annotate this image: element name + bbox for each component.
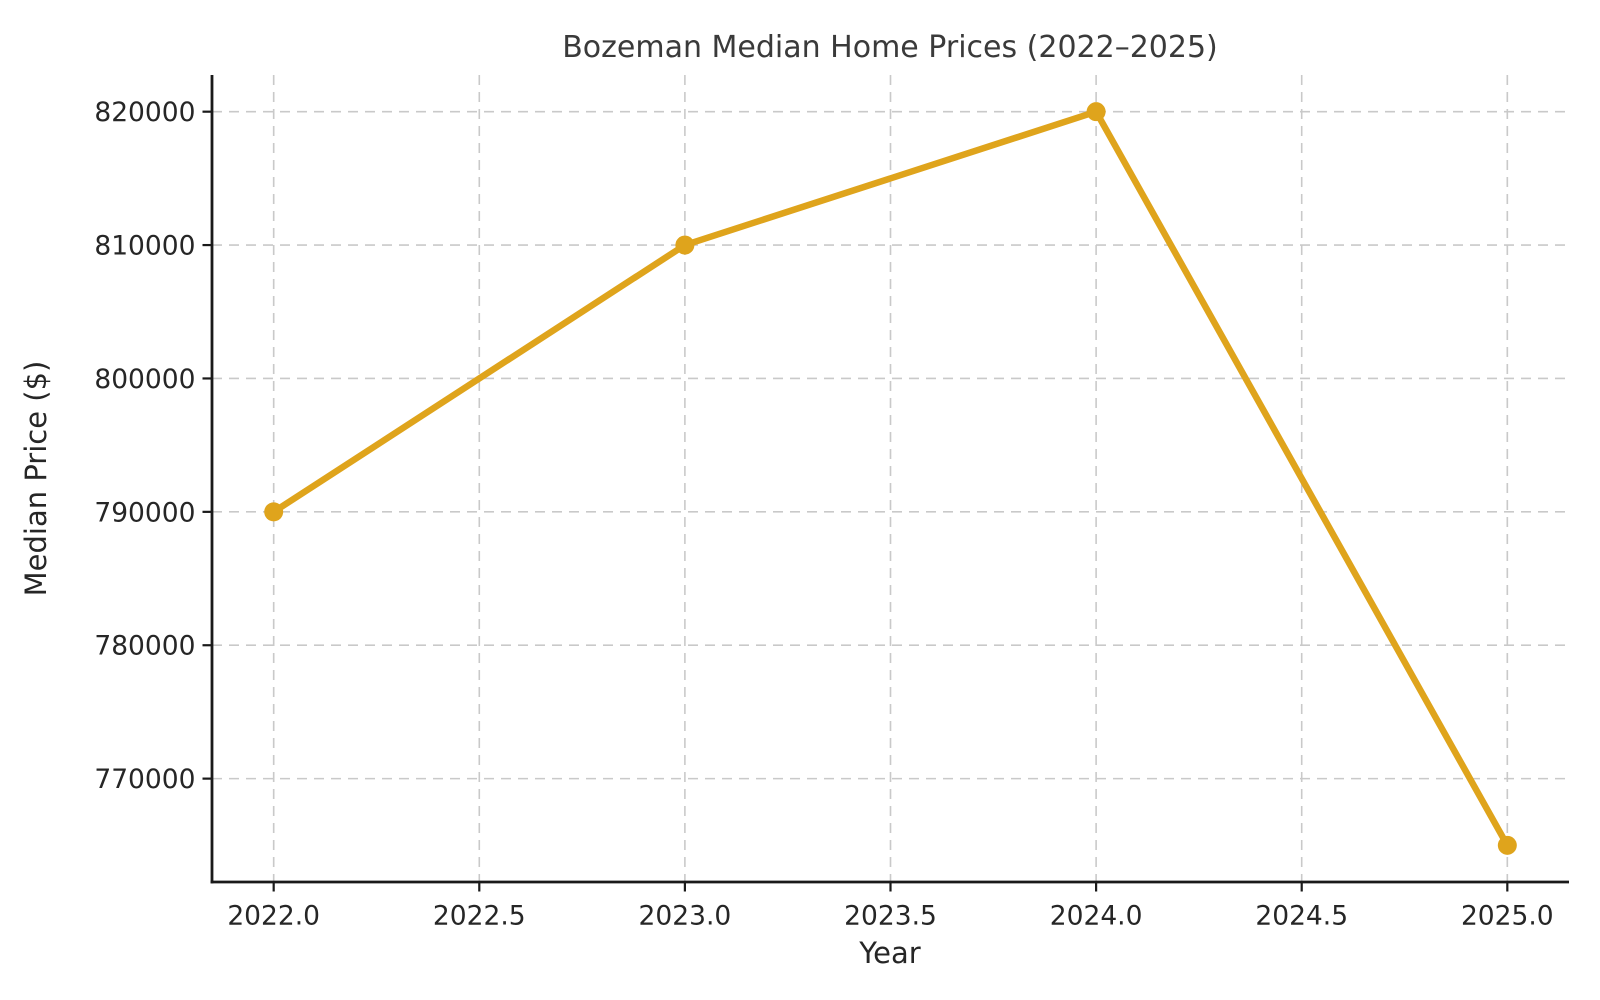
x-tick-label: 2024.5 (1255, 901, 1348, 932)
x-tick-label: 2025.0 (1461, 901, 1554, 932)
y-tick-label: 780000 (94, 631, 195, 662)
x-tick-label: 2022.0 (227, 901, 320, 932)
tick-labels-layer: 2022.0 2022.5 2023.0 2023.5 2024.0 2024.5 2025… (94, 97, 1553, 931)
price-trend-line (270, 108, 1511, 849)
axis-ticks-layer (202, 110, 1509, 892)
chart-title: Bozeman Median Home Prices (2022–2025) (562, 30, 1218, 65)
y-tick-label: 790000 (94, 497, 195, 528)
y-tick-label: 770000 (94, 764, 195, 795)
x-tick-label: 2023.0 (639, 901, 732, 932)
gridlines-layer (212, 75, 1569, 882)
data-point-marker (1086, 102, 1106, 122)
y-tick-label: 820000 (94, 97, 195, 128)
data-series-layer (264, 102, 1517, 855)
y-axis-label: Median Price ($) (19, 361, 53, 597)
y-tick-label: 800000 (94, 364, 195, 395)
x-tick-label: 2023.5 (844, 901, 937, 932)
x-tick-label: 2024.0 (1050, 901, 1143, 932)
y-tick-label: 810000 (94, 231, 195, 262)
x-axis-label: Year (858, 936, 920, 970)
data-point-marker (675, 235, 695, 255)
data-point-marker (264, 502, 284, 522)
x-tick-label: 2022.5 (433, 901, 526, 932)
data-point-marker (1497, 835, 1517, 855)
